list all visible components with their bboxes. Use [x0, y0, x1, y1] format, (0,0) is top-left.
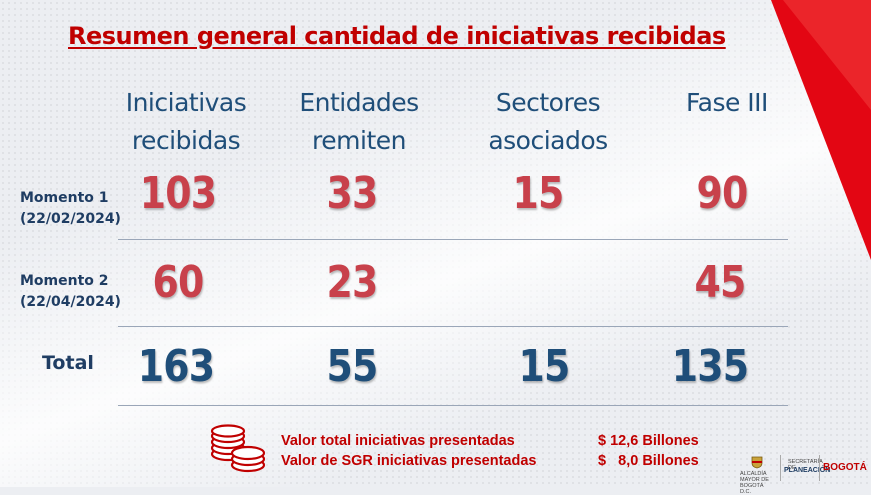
value-cell: 33 — [326, 168, 379, 219]
bogota-logo: BOGOTÁ — [823, 462, 867, 473]
summary-total-amount: $ 12,6 Billones — [598, 433, 699, 449]
row-label-total: Total — [42, 352, 94, 374]
column-header-line: Entidades — [299, 88, 419, 117]
value-cell: 103 — [139, 168, 217, 219]
summary-total-label: Valor total iniciativas presentadas — [281, 433, 515, 449]
value-cell: 45 — [694, 257, 747, 308]
secretaria-logo-text: SECRETARÍA DE — [788, 459, 823, 471]
value-cell: 60 — [152, 257, 205, 308]
column-header-line: Sectores — [495, 88, 601, 117]
row-divider — [118, 405, 788, 406]
row-label-date: (22/04/2024) — [20, 294, 121, 310]
column-header-line: Fase III — [686, 88, 768, 117]
row-label-momento-2: Momento 2 (22/04/2024) — [20, 271, 121, 313]
column-header-fase-iii: Fase III — [642, 84, 812, 122]
value-cell: 163 — [137, 341, 215, 392]
summary-sgr-label: Valor de SGR iniciativas presentadas — [281, 453, 537, 469]
row-label-line: Momento 1 — [20, 190, 109, 206]
value-cell: 15 — [518, 341, 571, 392]
column-header-line: Iniciativas — [125, 88, 247, 117]
red-corner-decoration — [771, 0, 871, 260]
row-label-momento-1: Momento 1 (22/02/2024) — [20, 188, 121, 230]
column-header-line: asociados — [488, 126, 608, 155]
page-title: Resumen general cantidad de iniciativas … — [68, 22, 726, 50]
row-divider — [118, 326, 788, 327]
coat-of-arms-icon — [751, 456, 763, 469]
coins-icon — [210, 424, 266, 473]
alcaldia-logo-text: ALCALDÍA MAYOR DE BOGOTÁ D.C. — [740, 471, 769, 495]
column-header-line: remiten — [312, 126, 406, 155]
planeacion-logo-text: PLANEACIÓN — [784, 467, 831, 474]
value-cell: 15 — [512, 168, 565, 219]
logo-divider — [819, 455, 820, 481]
value-cell: 90 — [696, 168, 749, 219]
column-header-line: recibidas — [131, 126, 241, 155]
value-cell: 23 — [326, 257, 379, 308]
column-header-iniciativas: Iniciativas recibidas — [101, 84, 271, 160]
column-header-entidades: Entidades remiten — [274, 84, 444, 160]
value-cell: 55 — [326, 341, 379, 392]
row-divider — [118, 239, 788, 240]
row-label-date: (22/02/2024) — [20, 211, 121, 227]
column-header-sectores: Sectores asociados — [463, 84, 633, 160]
row-label-line: Momento 2 — [20, 273, 109, 289]
logo-divider — [780, 455, 781, 481]
value-cell: 135 — [671, 341, 749, 392]
summary-sgr-amount: $ 8,0 Billones — [598, 453, 699, 469]
